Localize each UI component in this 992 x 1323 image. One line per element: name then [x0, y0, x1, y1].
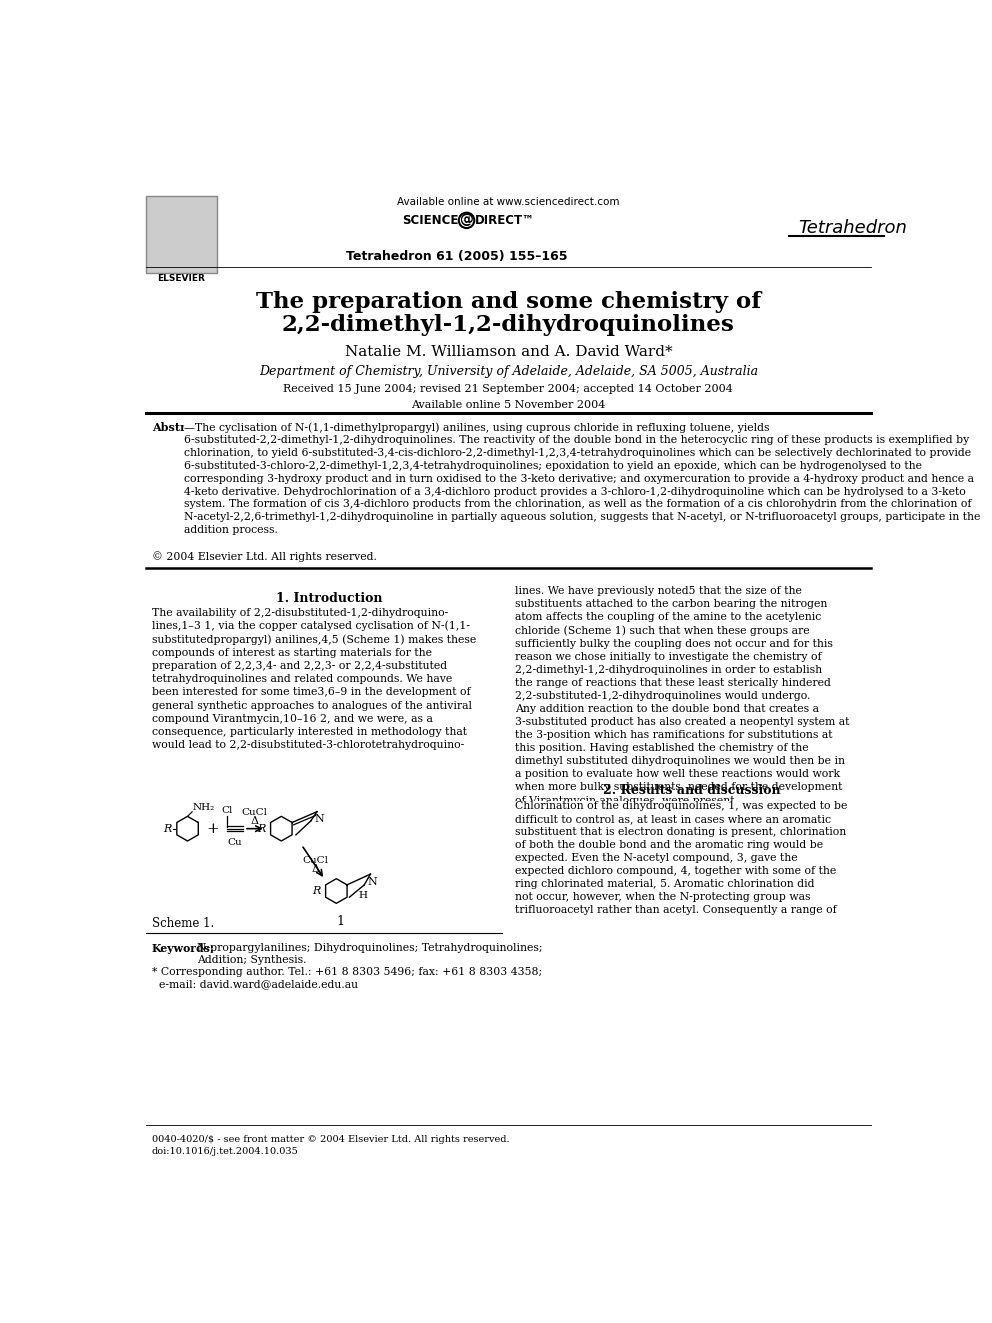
Text: Received 15 June 2004; revised 21 September 2004; accepted 14 October 2004: Received 15 June 2004; revised 21 Septem… [284, 384, 733, 394]
Text: @: @ [459, 213, 473, 228]
Text: R: R [163, 824, 172, 833]
Text: Cu: Cu [227, 837, 242, 847]
Text: N: N [314, 814, 324, 824]
Text: 2. Results and discussion: 2. Results and discussion [603, 785, 781, 796]
Text: Tetrahedron 61 (2005) 155–165: Tetrahedron 61 (2005) 155–165 [346, 250, 568, 263]
Text: Abstract: Abstract [152, 422, 205, 433]
Bar [146, 196, 217, 273]
Text: © 2004 Elsevier Ltd. All rights reserved.: © 2004 Elsevier Ltd. All rights reserved… [152, 552, 377, 562]
Text: ELSEVIER: ELSEVIER [158, 274, 205, 283]
Text: Chlorination of the dihydroquinolines, 1, was expected to be
difficult to contro: Chlorination of the dihydroquinolines, 1… [515, 800, 847, 916]
Text: Available online at www.sciencedirect.com: Available online at www.sciencedirect.co… [397, 197, 620, 208]
Text: 2,2-dimethyl-1,2-dihydroquinolines: 2,2-dimethyl-1,2-dihydroquinolines [282, 315, 735, 336]
Text: lines. We have previously noted5 that the size of the
substituents attached to t: lines. We have previously noted5 that th… [515, 586, 849, 806]
Text: Cl: Cl [221, 806, 233, 815]
Text: 1: 1 [336, 916, 344, 927]
Text: Department of Chemistry, University of Adelaide, Adelaide, SA 5005, Australia: Department of Chemistry, University of A… [259, 365, 758, 378]
Text: Tetrahedron: Tetrahedron [799, 218, 907, 237]
Text: Scheme 1.: Scheme 1. [152, 917, 214, 930]
Text: 1. Introduction: 1. Introduction [276, 591, 383, 605]
Text: doi:10.1016/j.tet.2004.10.035: doi:10.1016/j.tet.2004.10.035 [152, 1147, 299, 1156]
Text: R: R [311, 886, 320, 896]
Text: N: N [367, 877, 377, 886]
Text: DIRECT™: DIRECT™ [475, 214, 535, 228]
Text: +: + [206, 822, 218, 836]
Text: NH₂: NH₂ [192, 803, 214, 812]
Text: Available online 5 November 2004: Available online 5 November 2004 [412, 400, 605, 410]
Text: Δ: Δ [250, 815, 258, 826]
Text: 0040-4020/$ - see front matter © 2004 Elsevier Ltd. All rights reserved.: 0040-4020/$ - see front matter © 2004 El… [152, 1135, 510, 1144]
Text: SCIENCE: SCIENCE [403, 214, 458, 228]
Text: —The cyclisation of N-(1,1-dimethylpropargyl) anilines, using cuprous chloride i: —The cyclisation of N-(1,1-dimethylpropa… [185, 422, 981, 534]
Text: Δ: Δ [311, 864, 319, 875]
Text: CuCl: CuCl [303, 856, 328, 865]
Text: The availability of 2,2-disubstituted-1,2-dihydroquino-
lines,1–3 1, via the cop: The availability of 2,2-disubstituted-1,… [152, 607, 476, 750]
Text: Keywords:: Keywords: [152, 942, 215, 954]
Text: * Corresponding author. Tel.: +61 8 8303 5496; fax: +61 8 8303 4358;
  e-mail: d: * Corresponding author. Tel.: +61 8 8303… [152, 967, 542, 990]
Text: Natalie M. Williamson and A. David Ward*: Natalie M. Williamson and A. David Ward* [344, 345, 673, 359]
Text: CuCl: CuCl [241, 808, 267, 818]
Text: The preparation and some chemistry of: The preparation and some chemistry of [256, 291, 761, 314]
Text: H: H [358, 890, 367, 900]
Text: N-propargylanilines; Dihydroquinolines; Tetrahydroquinolines;
Addition; Synthesi: N-propargylanilines; Dihydroquinolines; … [196, 942, 543, 964]
Text: R: R [257, 824, 265, 833]
